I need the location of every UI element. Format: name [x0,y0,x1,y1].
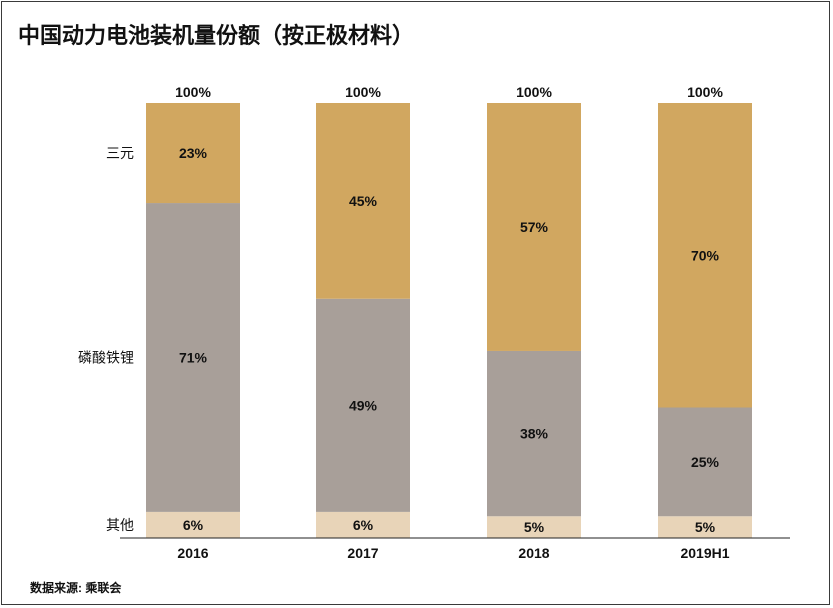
bar-segment-ternary-2016 [146,103,240,204]
data-label-lfp-2016: 71% [179,349,208,365]
legend-labels-group: 其他 磷酸铁锂 三元 [78,145,134,533]
bar-segment-other-2016 [146,511,240,538]
data-label-other-2018: 5% [524,519,545,535]
data-label-ternary-2017: 45% [349,193,378,209]
total-label-2018: 100% [516,84,552,100]
bar-segment-other-2018 [487,516,581,538]
x-tick-labels-group: 2016 2017 2018 2019H1 [177,545,729,561]
legend-label-lfp: 磷酸铁锂 [78,349,134,365]
bar-segment-ternary-2019H1 [658,103,752,408]
legend-label-ternary: 三元 [106,145,134,161]
data-label-lfp-2019H1: 25% [691,454,720,470]
chart-title: 中国动力电池装机量份额（按正极材料） [18,23,415,48]
bar-segment-other-2019H1 [658,516,752,538]
data-label-other-2017: 6% [353,517,374,533]
bar-segment-lfp-2019H1 [658,407,752,517]
total-labels-group: 100% 100% 100% 100% [175,84,723,100]
bar-segment-ternary-2018 [487,103,581,351]
source-note: 数据来源: 乘联会 [30,581,122,595]
data-label-lfp-2018: 38% [520,426,549,442]
data-label-lfp-2017: 49% [349,397,378,413]
bar-segment-lfp-2017 [316,298,410,512]
data-label-other-2019H1: 5% [695,519,716,535]
segment-labels-group: 6% 71% 23% 6% 49% 45% 5% 38% 57% 5% 25% 70% [179,145,720,535]
bars-group [146,103,752,538]
x-tick-label-2016: 2016 [177,545,208,561]
total-label-2017: 100% [345,84,381,100]
data-label-ternary-2016: 23% [179,145,208,161]
x-tick-label-2018: 2018 [518,545,549,561]
data-label-ternary-2019H1: 70% [691,247,720,263]
x-tick-label-2019H1: 2019H1 [680,545,729,561]
x-tick-label-2017: 2017 [347,545,378,561]
bar-segment-lfp-2016 [146,203,240,512]
legend-label-other: 其他 [106,517,134,533]
total-label-2019H1: 100% [687,84,723,100]
total-label-2016: 100% [175,84,211,100]
data-label-ternary-2018: 57% [520,219,549,235]
bar-segment-lfp-2018 [487,350,581,517]
bar-segment-other-2017 [316,511,410,538]
data-label-other-2016: 6% [183,517,204,533]
bar-segment-ternary-2017 [316,103,410,299]
